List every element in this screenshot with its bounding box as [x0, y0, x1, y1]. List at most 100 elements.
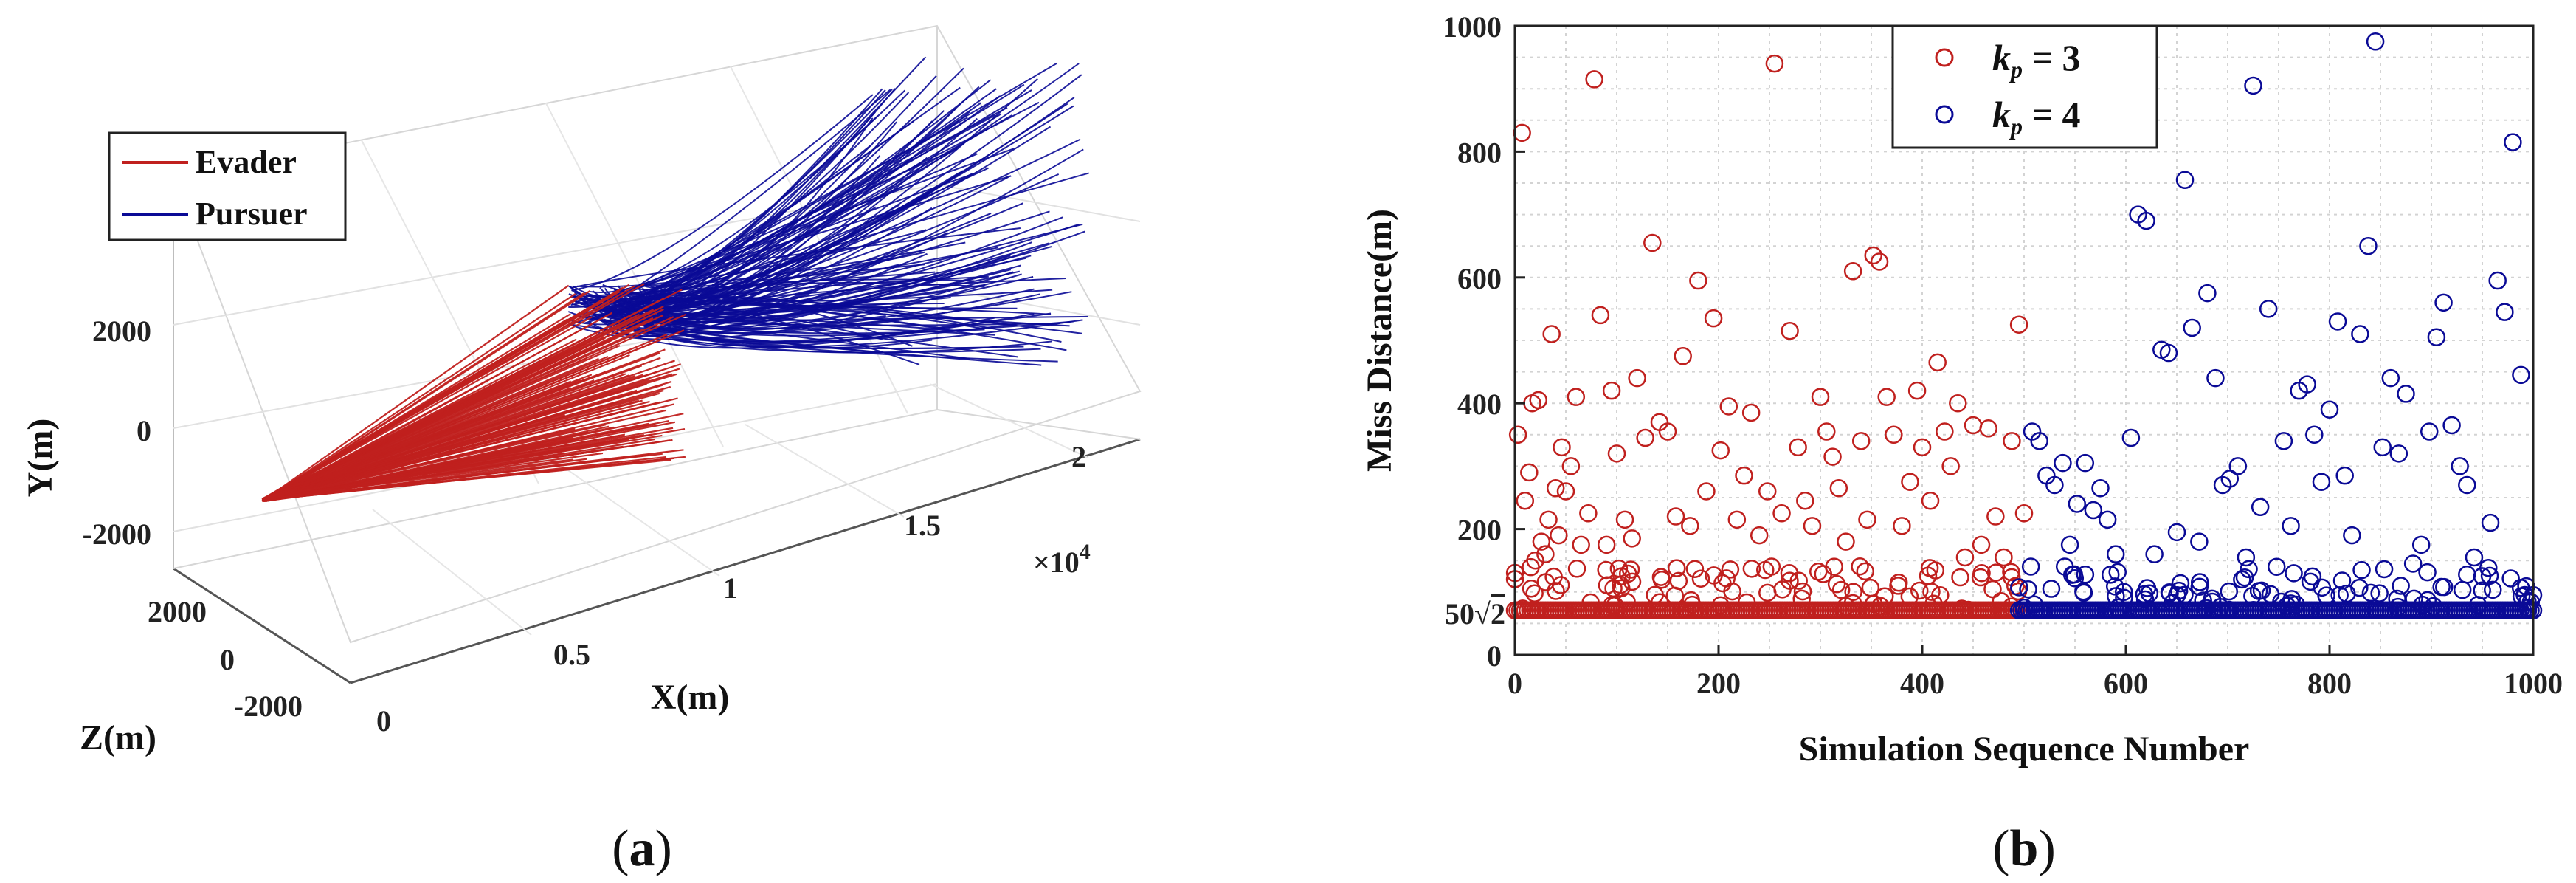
scatter-point	[1567, 388, 1586, 406]
x-tick-label: 1	[723, 571, 738, 605]
scatter-point	[2418, 563, 2437, 582]
scatter-point	[2518, 598, 2538, 617]
scatter-point	[2392, 577, 2410, 595]
pursuer-trajectory	[645, 289, 1018, 309]
pursuer-trajectory	[589, 252, 928, 332]
legend-kp4-marker	[1935, 105, 1954, 124]
y-axis-label: Miss Distance(m)	[1360, 209, 1399, 472]
scatter-point	[1893, 517, 1911, 535]
scatter-point	[2350, 578, 2369, 597]
scatter-point	[1666, 507, 1685, 526]
scatter-point	[2305, 425, 2324, 444]
scatter-point	[2240, 560, 2258, 579]
scatter-point	[1844, 583, 1862, 601]
scatter-point	[2320, 400, 2339, 419]
evader-trajectory	[263, 293, 576, 501]
scatter-point	[2366, 32, 2385, 51]
scatter-point	[2019, 580, 2037, 599]
y-tick-label: 2000	[92, 315, 151, 348]
y-tick-label: 200	[1457, 514, 1502, 547]
y-tick-label: 0	[1487, 639, 1502, 673]
scatter-point	[1689, 271, 1707, 290]
scatter-point	[1955, 548, 1975, 567]
scatter-point	[2068, 495, 2087, 513]
scatter-point	[1829, 478, 1848, 498]
legend-kp4-label: kp = 4	[1992, 94, 2081, 140]
scatter-point	[2115, 588, 2133, 608]
scatter-point	[1941, 457, 1960, 475]
scatter-point	[2267, 557, 2286, 576]
pursuer-trajectory	[613, 290, 947, 316]
scatter-point	[2465, 548, 2484, 567]
scatter-point	[1617, 592, 1636, 611]
scatter-point	[1983, 580, 2002, 599]
scatter-point	[2251, 498, 2270, 517]
scatter-point	[1986, 507, 2005, 526]
scatter-point	[2197, 599, 2215, 617]
scatter-point	[1765, 54, 1784, 73]
scatter-point	[2190, 577, 2209, 597]
scatter-point	[1750, 526, 1769, 545]
scatter-point	[2190, 532, 2209, 551]
scatter-point	[1579, 504, 1598, 523]
scatter-point	[1717, 569, 1736, 588]
scatter-point	[2228, 457, 2248, 475]
scatter-point	[1550, 526, 1568, 545]
scatter-point	[2021, 557, 2040, 576]
scatter-point	[2244, 76, 2262, 95]
scatter-point	[2351, 325, 2369, 343]
scatter-point	[1697, 482, 1716, 501]
legend-kp3-label: kp = 3	[1992, 37, 2081, 83]
scatter-point	[2389, 597, 2407, 616]
scatter-point	[2161, 584, 2179, 602]
scatter-point	[2403, 554, 2423, 573]
scatter-point	[1623, 529, 1641, 548]
scatter-point	[2030, 432, 2048, 450]
scatter-point	[2332, 571, 2352, 590]
legend-evader-label: Evader	[196, 144, 297, 180]
scatter-point	[1526, 551, 1544, 570]
scatter-point	[1667, 559, 1686, 577]
x-tick-label: 0	[376, 704, 391, 738]
scatter-point	[2003, 432, 2021, 450]
pursuer-trajectory	[570, 227, 1021, 289]
evader-trajectory	[263, 314, 686, 501]
evader-trajectory	[265, 458, 671, 500]
scatter-point	[2220, 600, 2239, 619]
scatter-point	[2468, 596, 2487, 614]
scatter-point	[1856, 562, 1875, 581]
pursuer-trajectory	[650, 313, 1035, 345]
scatter-point	[2121, 428, 2141, 447]
evader-trajectory	[263, 380, 572, 502]
y-axis-label: Y(m)	[21, 419, 60, 498]
scatter-point	[2359, 236, 2378, 255]
evader-trajectory	[262, 389, 643, 501]
scatter-point	[2042, 580, 2061, 598]
pursuer-trajectory	[572, 315, 886, 334]
scatter-point	[2458, 475, 2476, 495]
scatter-point	[1877, 388, 1896, 406]
scatter-point	[1742, 560, 1761, 578]
scatter-point	[2211, 597, 2230, 616]
scatter-point	[2298, 375, 2316, 394]
scatter-point	[1796, 492, 1814, 510]
scatter-point	[1827, 574, 1846, 594]
scatter-point	[1719, 397, 1738, 416]
scatter-point	[1817, 422, 1836, 441]
scatter-point	[2282, 594, 2300, 613]
scatter-point	[1952, 599, 1971, 618]
scatter-point	[1585, 70, 1603, 89]
x-tick-label: 0	[1508, 667, 1522, 700]
scatter-point	[1553, 438, 1571, 457]
pursuer-trajectory	[641, 114, 1012, 324]
evader-trajectory	[262, 338, 585, 501]
scatter-point	[1539, 510, 1558, 529]
scatter-point	[2328, 312, 2347, 331]
scatter-point	[2504, 133, 2522, 151]
scatter-point	[2060, 535, 2079, 554]
scatter-point	[1741, 403, 1761, 422]
x-exponent-label: ×104	[1033, 540, 1091, 579]
scatter-point	[2389, 444, 2408, 463]
scatter-point	[1665, 586, 1685, 605]
evader-trajectory	[261, 368, 680, 500]
